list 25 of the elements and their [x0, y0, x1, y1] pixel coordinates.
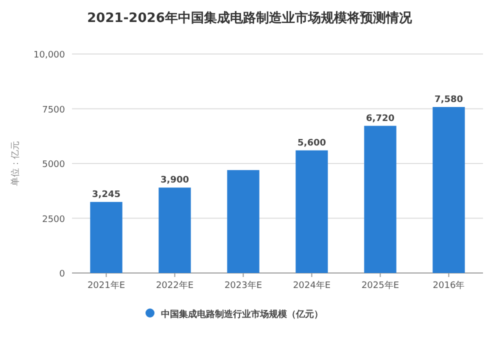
data-label: 5,600	[298, 138, 326, 148]
x-tick-label: 2025年E	[361, 280, 400, 291]
x-tick-label: 2021年E	[87, 280, 126, 291]
y-axis-title: 单位：亿元	[10, 141, 21, 186]
x-tick-label: 2022年E	[156, 280, 194, 291]
bar	[432, 107, 465, 273]
y-tick-label: 2500	[42, 214, 66, 225]
y-tick-label: 7500	[42, 105, 66, 116]
bar	[158, 188, 191, 273]
data-label: 7,580	[434, 95, 463, 105]
data-label: 3,245	[92, 190, 120, 200]
bar	[227, 170, 260, 273]
data-label: 6,720	[366, 114, 394, 124]
data-label: 3,900	[160, 176, 189, 186]
legend-label: 中国集成电路制造行业市场规模（亿元）	[161, 309, 323, 320]
x-tick-label: 2024年E	[292, 280, 331, 291]
y-tick-label: 5000	[42, 160, 66, 170]
x-tick-label: 2016年	[432, 280, 465, 291]
x-tick-label: 2023年E	[224, 280, 262, 291]
chart-title: 2021-2026年中国集成电路制造业市场规模将预测情况	[87, 10, 413, 26]
bar	[364, 126, 396, 273]
y-tick-label: 10,000	[34, 50, 66, 60]
bar	[90, 202, 122, 273]
y-tick-label: 0	[59, 270, 66, 280]
bar	[296, 150, 328, 273]
